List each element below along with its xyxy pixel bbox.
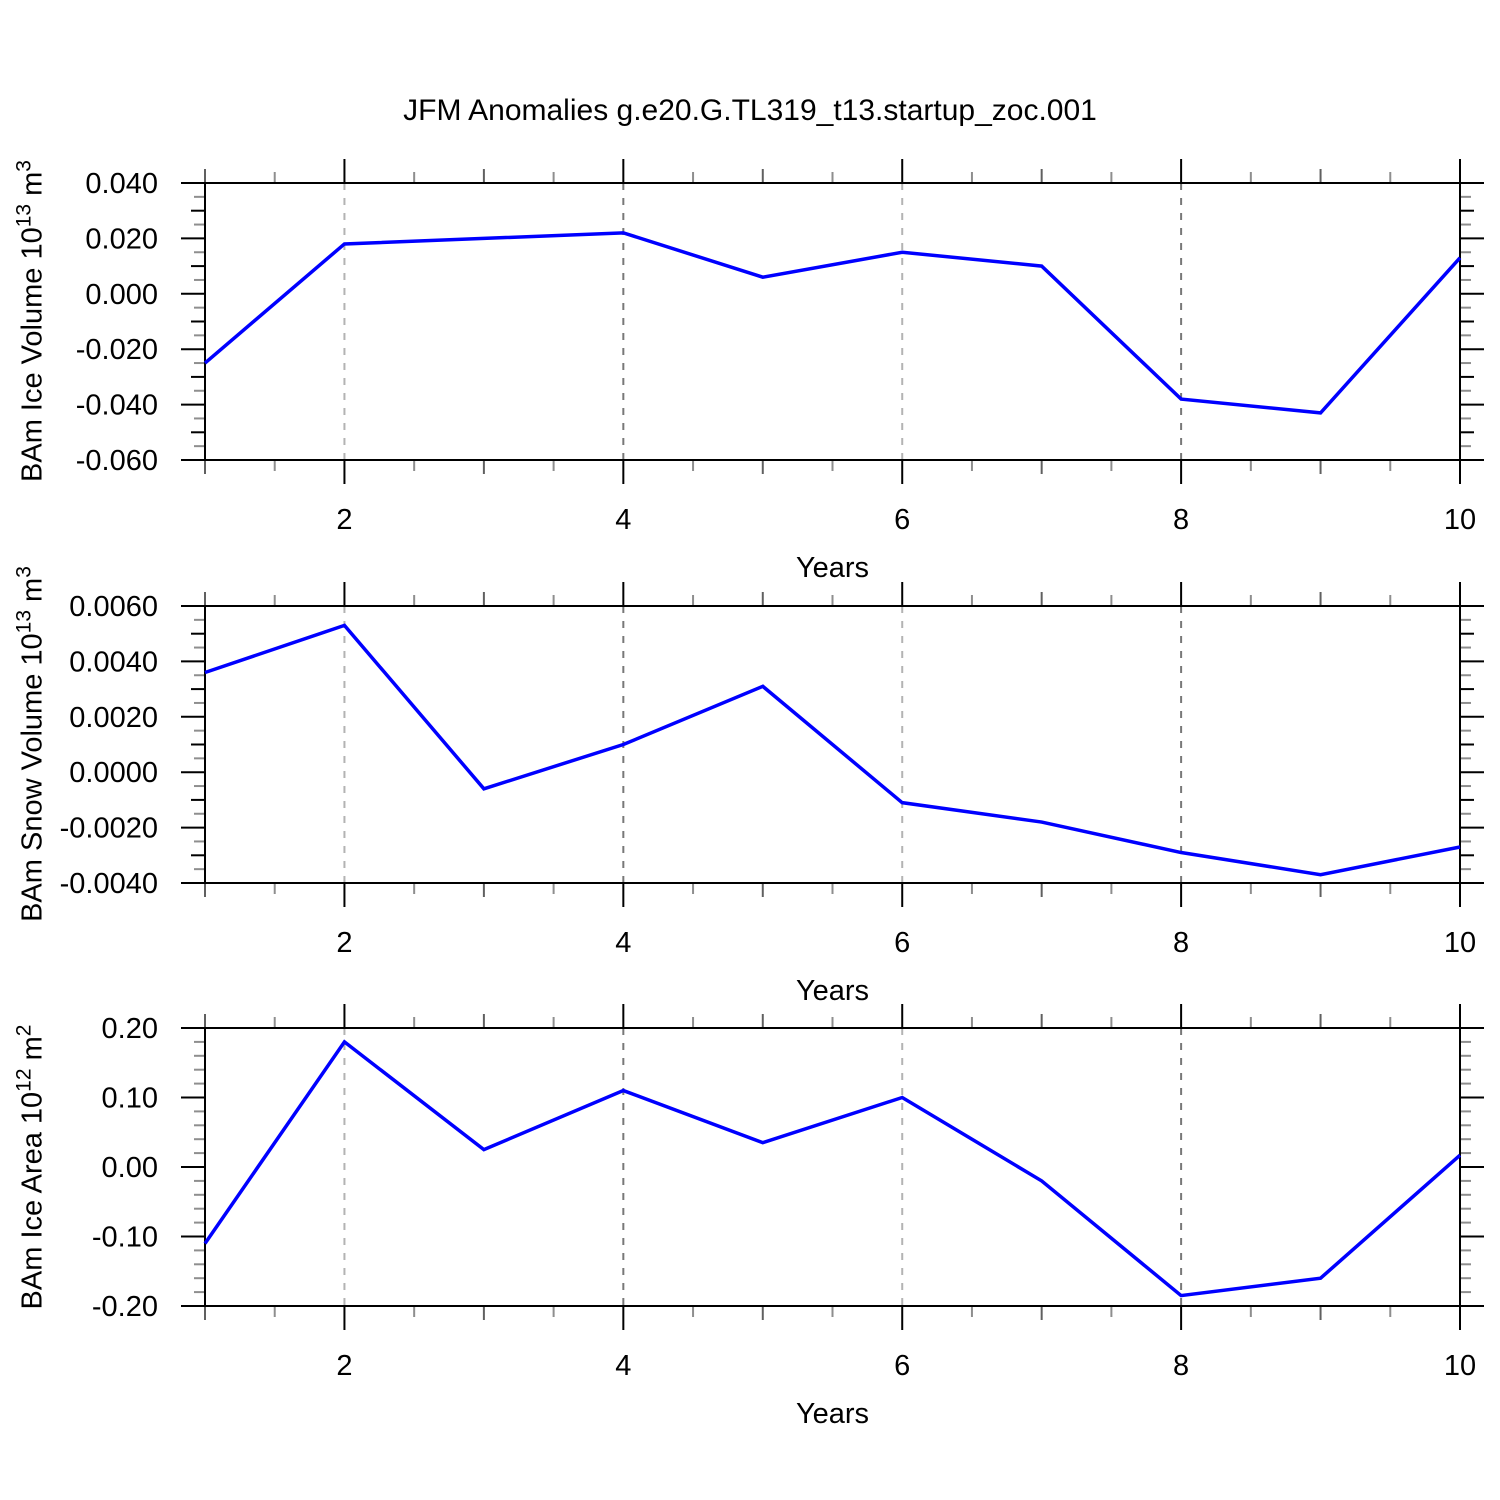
y-tick-label: -0.0040 xyxy=(60,868,158,900)
y-tick-label: 0.10 xyxy=(102,1083,158,1115)
y-axis-title-text: BAm Ice Area 10 xyxy=(16,1091,49,1310)
x-tick-label: 10 xyxy=(1444,927,1476,959)
y-axis-title-unit: m xyxy=(16,577,49,610)
y-axis-title-unit: m xyxy=(16,1036,49,1069)
y-tick-label: 0.020 xyxy=(85,223,158,255)
y-axis-title: BAm Ice Area 1012 m2 xyxy=(13,1025,51,1310)
y-tick-label: -0.20 xyxy=(92,1291,158,1323)
x-tick-label: 6 xyxy=(894,1350,910,1382)
x-tick-label: 10 xyxy=(1444,504,1476,536)
x-tick-label: 8 xyxy=(1173,1350,1189,1382)
x-tick-label: 8 xyxy=(1173,504,1189,536)
x-tick-label: 4 xyxy=(615,927,631,959)
x-tick-label: 2 xyxy=(336,927,352,959)
panel-snow-volume: 0.0060 0.0040 0.0020 0.0000 -0.0020 -0.0040 2 4… xyxy=(60,582,1484,1007)
x-axis-title: Years xyxy=(796,1398,869,1430)
y-tick-label: -0.020 xyxy=(76,334,158,366)
y-axis-title-unit-exponent: 2 xyxy=(12,1024,36,1037)
x-axis-title: Years xyxy=(796,975,869,1007)
y-tick-label: 0.00 xyxy=(102,1152,158,1184)
y-tick-label: 0.20 xyxy=(102,1013,158,1045)
x-tick-label: 8 xyxy=(1173,927,1189,959)
y-tick-label: -0.10 xyxy=(92,1222,158,1254)
y-axis-title-exponent: 13 xyxy=(12,610,36,634)
data-line-ice-area xyxy=(203,1039,1462,1298)
y-tick-label: 0.040 xyxy=(85,168,158,200)
y-axis-title-text: BAm Ice Volume 10 xyxy=(16,227,49,482)
y-axis-title: BAm Ice Volume 1013 m3 xyxy=(13,160,51,482)
y-axis-title: BAm Snow Volume 1013 m3 xyxy=(13,566,51,922)
y-tick-label: 0.0040 xyxy=(69,646,158,678)
y-tick-label: 0.0060 xyxy=(69,591,158,623)
x-tick-label: 4 xyxy=(615,1350,631,1382)
data-line-snow-volume xyxy=(204,623,1461,877)
x-tick-label: 2 xyxy=(336,504,352,536)
x-tick-label: 6 xyxy=(894,927,910,959)
y-axis-title-text: BAm Snow Volume 10 xyxy=(16,633,49,922)
y-tick-label: -0.040 xyxy=(76,390,158,422)
plot-frame xyxy=(204,182,1461,461)
x-axis-title: Years xyxy=(796,552,869,584)
y-axis-title-exponent: 12 xyxy=(12,1068,36,1092)
panel-ice-area: 0.20 0.10 0.00 -0.10 -0.20 2 4 6 8 10 Years xyxy=(92,1004,1484,1430)
data-line-ice-volume xyxy=(203,231,1462,415)
panel-ice-volume: 0.040 0.020 0.000 -0.020 -0.040 -0.060 2 4 6 8 10 Y… xyxy=(76,159,1484,584)
y-tick-label: 0.000 xyxy=(85,279,158,311)
y-axis-title-unit-exponent: 3 xyxy=(12,160,36,172)
x-tick-label: 10 xyxy=(1444,1350,1476,1382)
y-tick-label: -0.0020 xyxy=(60,813,158,845)
x-tick-label: 6 xyxy=(894,504,910,536)
x-tick-label: 2 xyxy=(336,1350,352,1382)
plot-frame xyxy=(204,605,1461,884)
x-tick-label: 4 xyxy=(615,504,631,536)
y-axis-title-unit-exponent: 3 xyxy=(12,566,36,578)
y-axis-title-exponent: 13 xyxy=(12,203,36,228)
y-tick-label: -0.060 xyxy=(76,445,158,477)
y-axis-title-unit: m xyxy=(16,171,49,204)
plot-frame xyxy=(204,1027,1461,1307)
y-tick-label: 0.0020 xyxy=(69,702,158,734)
y-tick-label: 0.0000 xyxy=(69,757,158,789)
chart-title: JFM Anomalies g.e20.G.TL319_t13.startup_… xyxy=(403,94,1097,127)
